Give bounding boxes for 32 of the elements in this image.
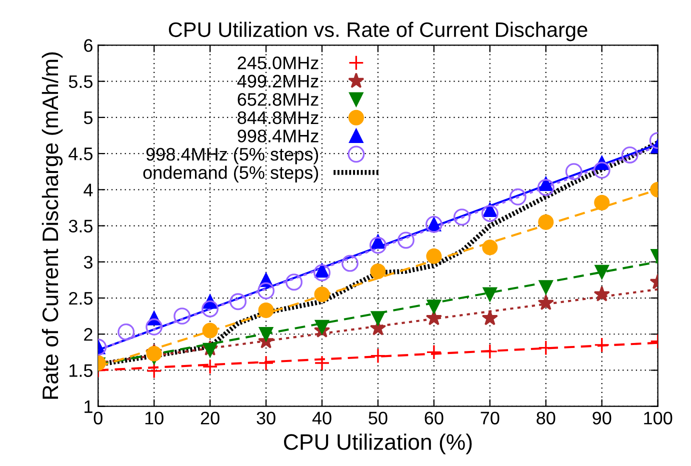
y-tick-label: 5	[84, 112, 93, 124]
y-tick-label: 2	[84, 328, 92, 341]
x-tick-label: 50	[368, 412, 388, 424]
y-tick-label: 3.5	[68, 220, 93, 232]
legend-label: ondemand (5% steps)	[143, 166, 318, 183]
y-tick-label: 5.5	[68, 75, 93, 88]
x-tick-label: 90	[592, 412, 612, 424]
y-tick-label: 4.5	[68, 148, 93, 160]
y-tick-label: 4	[84, 184, 93, 196]
x-tick-label: 100	[644, 412, 672, 424]
y-axis-title: Rate of Current Discharge (mAh/m)	[42, 52, 63, 399]
legend-label: 652.8MHz	[238, 93, 318, 106]
y-tick-label: 1	[84, 400, 92, 413]
chart-title: CPU Utilization vs. Rate of Current Discharge	[168, 22, 588, 42]
x-tick-label: 40	[312, 412, 332, 424]
legend-label: 998.4MHz	[238, 130, 318, 142]
y-tick-label: 1.5	[70, 364, 93, 377]
y-tick-label: 2.5	[69, 292, 93, 305]
y-tick-label: 6	[84, 39, 92, 52]
x-tick-label: 0	[94, 412, 102, 424]
x-tick-label: 10	[145, 412, 164, 424]
y-tick-label: 3	[84, 256, 92, 269]
legend-label: 844.8MHz	[238, 111, 318, 124]
x-axis-title: CPU Utilization (%)	[284, 434, 472, 454]
legend-label: 998.4MHz (5% steps)	[146, 147, 318, 164]
legend-label: 245.0MHz	[238, 56, 318, 70]
x-tick-label: 30	[256, 412, 276, 424]
legend-label: 499.2MHz	[237, 74, 318, 88]
x-tick-label: 80	[536, 412, 556, 424]
x-tick-label: 70	[480, 412, 500, 424]
x-tick-label: 20	[200, 412, 220, 424]
x-tick-label: 60	[424, 412, 444, 424]
